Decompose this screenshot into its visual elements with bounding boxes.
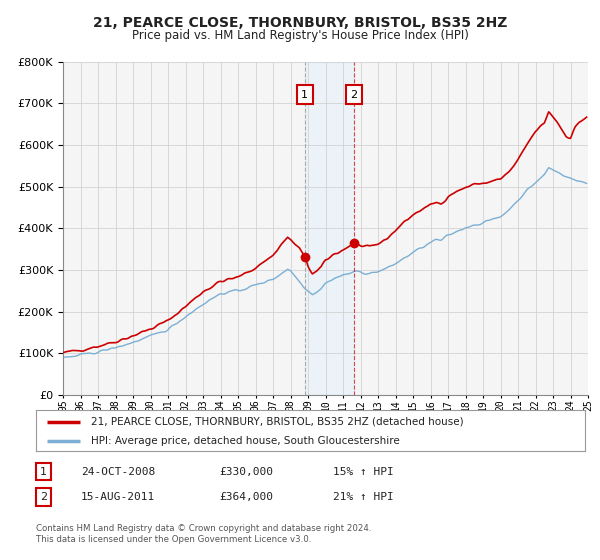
Text: Price paid vs. HM Land Registry's House Price Index (HPI): Price paid vs. HM Land Registry's House …: [131, 29, 469, 42]
Text: 1: 1: [301, 90, 308, 100]
Text: 15% ↑ HPI: 15% ↑ HPI: [333, 466, 394, 477]
Text: £364,000: £364,000: [219, 492, 273, 502]
Text: HPI: Average price, detached house, South Gloucestershire: HPI: Average price, detached house, Sout…: [91, 436, 400, 446]
Text: 24-OCT-2008: 24-OCT-2008: [81, 466, 155, 477]
Text: 21, PEARCE CLOSE, THORNBURY, BRISTOL, BS35 2HZ (detached house): 21, PEARCE CLOSE, THORNBURY, BRISTOL, BS…: [91, 417, 464, 427]
Text: 21% ↑ HPI: 21% ↑ HPI: [333, 492, 394, 502]
Bar: [305, 62, 354, 395]
Text: 15-AUG-2011: 15-AUG-2011: [81, 492, 155, 502]
Text: 21, PEARCE CLOSE, THORNBURY, BRISTOL, BS35 2HZ: 21, PEARCE CLOSE, THORNBURY, BRISTOL, BS…: [93, 16, 507, 30]
Text: £330,000: £330,000: [219, 466, 273, 477]
Text: 2: 2: [40, 492, 47, 502]
Text: 1: 1: [40, 466, 47, 477]
Text: This data is licensed under the Open Government Licence v3.0.: This data is licensed under the Open Gov…: [36, 535, 311, 544]
Text: 2: 2: [350, 90, 358, 100]
Text: Contains HM Land Registry data © Crown copyright and database right 2024.: Contains HM Land Registry data © Crown c…: [36, 524, 371, 533]
